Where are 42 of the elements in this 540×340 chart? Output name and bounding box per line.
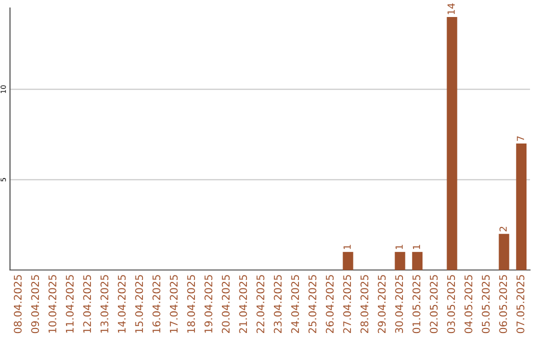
x-tick-label: 04.05.2025	[464, 275, 472, 334]
x-tick-label: 14.04.2025	[118, 275, 126, 333]
data-label: 1	[412, 244, 420, 250]
x-tick-label: 15.04.2025	[135, 275, 144, 333]
x-tick-label: 19.04.2025	[204, 275, 212, 333]
x-tick-label: 10.04.2025	[48, 275, 56, 333]
bar	[498, 234, 510, 270]
x-tick-label: 26.04.2025	[326, 275, 334, 334]
x-tick-label: 29.04.2025	[378, 275, 386, 334]
x-tick-label: 25.04.2025	[308, 275, 316, 334]
bar	[412, 252, 423, 270]
x-tick-label: 30.04.2025	[395, 275, 404, 334]
x-tick-label: 21.04.2025	[239, 275, 248, 334]
x-tick-label: 18.04.2025	[187, 275, 196, 333]
x-tick-label: 06.05.2025	[499, 275, 508, 334]
x-tick-label: 03.05.2025	[447, 275, 456, 334]
bar	[394, 252, 406, 270]
data-label: 2	[499, 226, 507, 232]
x-tick-label: 07.05.2025	[516, 275, 524, 334]
x-tick-label: 12.04.2025	[83, 275, 92, 333]
x-tick-label: 09.04.2025	[31, 275, 40, 334]
x-tick-label: 11.04.2025	[66, 275, 74, 333]
data-label: 7	[516, 136, 524, 141]
bar	[516, 144, 527, 270]
data-label: 1	[396, 244, 403, 250]
x-tick-label: 28.04.2025	[360, 275, 368, 334]
x-tick-label: 02.05.2025	[430, 275, 438, 334]
x-tick-label: 27.04.2025	[343, 275, 352, 334]
data-label: 14	[448, 3, 455, 14]
x-tick-label: 01.05.2025	[412, 275, 420, 334]
x-tick-label: 23.04.2025	[274, 275, 282, 334]
x-tick-label: 20.04.2025	[222, 275, 230, 334]
x-tick-label: 17.04.2025	[170, 275, 178, 333]
bar	[342, 252, 354, 270]
x-tick-label: 05.05.2025	[482, 275, 490, 334]
x-tick-label: 08.04.2025	[14, 275, 22, 334]
x-tick-label: 24.04.2025	[291, 275, 300, 334]
bar	[446, 17, 458, 270]
x-tick-label: 13.04.2025	[100, 275, 108, 333]
x-tick-label: 16.04.2025	[152, 275, 160, 333]
x-tick-label: 22.04.2025	[256, 275, 264, 334]
data-label: 1	[344, 244, 351, 250]
